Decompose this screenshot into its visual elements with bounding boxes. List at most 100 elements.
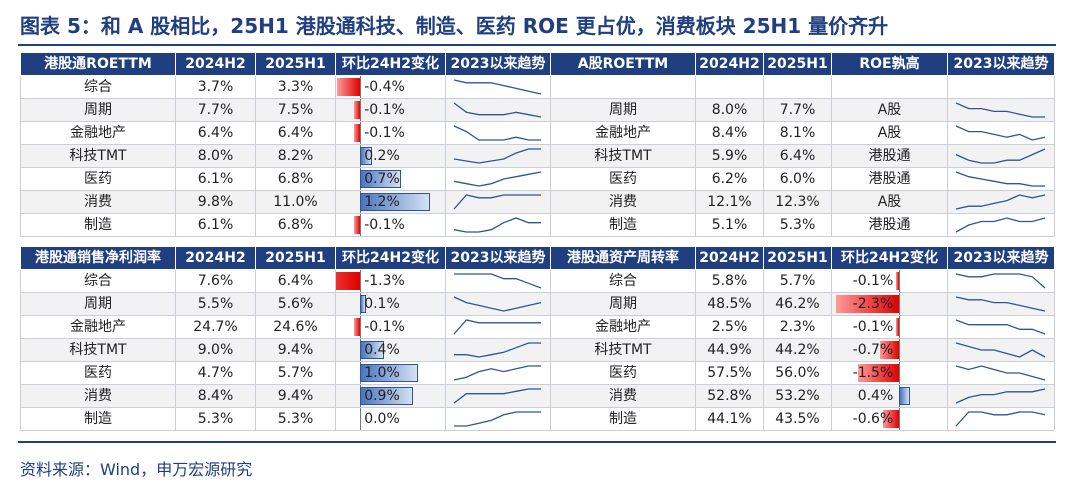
- value-2025h1: 5.7%: [763, 269, 832, 293]
- trend-cell: [947, 144, 1055, 168]
- positive-change-bar: [360, 170, 401, 188]
- zero-axis: [899, 362, 901, 384]
- change-value: -0.7%: [852, 342, 894, 358]
- column-header: 2025H1: [763, 52, 832, 76]
- table-row: 周期 7.7% 7.5% -0.1%: [20, 98, 551, 122]
- sector-name: 医药: [20, 167, 176, 191]
- trend-sparkline: [453, 148, 541, 164]
- trend-sparkline: [955, 319, 1046, 335]
- value-2025h1: 9.4%: [255, 384, 336, 408]
- table-row: 金融地产 8.4% 8.1% A股: [550, 121, 1055, 145]
- trend-line: [453, 365, 541, 381]
- column-header: 2023以来趋势: [947, 52, 1055, 76]
- column-header: 2024H2: [695, 246, 764, 270]
- value-2024h2: 9.8%: [175, 190, 256, 214]
- sector-name: 综合: [20, 269, 176, 293]
- value-2025h1: 7.7%: [763, 98, 832, 122]
- sector-name: 医药: [550, 167, 696, 191]
- trend-line: [955, 296, 1046, 312]
- change-cell: -0.1%: [831, 315, 948, 339]
- trend-sparkline: [955, 342, 1046, 358]
- trend-sparkline: [955, 171, 1045, 187]
- change-value: -0.4%: [364, 79, 405, 95]
- sector-name: 制造: [550, 407, 696, 431]
- trend-line: [453, 194, 541, 210]
- zero-axis: [360, 122, 362, 144]
- value-2024h2: 6.1%: [175, 167, 256, 191]
- trend-cell: [445, 292, 551, 316]
- table-row: 医药 6.1% 6.8% 0.7%: [20, 167, 551, 191]
- change-cell: -0.1%: [831, 269, 948, 293]
- change-value: -0.1%: [852, 273, 894, 289]
- hk-roe-table: 港股通ROETTM 2024H2 2025H1 环比24H2变化 2023以来趋势 综合 3…: [20, 52, 551, 237]
- change-value: 0.1%: [364, 296, 400, 312]
- trend-cell: [445, 190, 551, 214]
- value-2024h2: 6.4%: [175, 121, 256, 145]
- value-2024h2: 6.2%: [695, 167, 764, 191]
- value-2024h2: 24.7%: [175, 315, 256, 339]
- negative-change-bar: [858, 364, 900, 382]
- positive-change-bar: [360, 364, 419, 382]
- trend-sparkline: [453, 171, 542, 187]
- trend-sparkline: [955, 411, 1046, 427]
- value-2025h1: [763, 75, 832, 99]
- value-2024h2: 5.3%: [175, 407, 256, 431]
- source-note: 资料来源：Wind，申万宏源研究: [20, 460, 253, 479]
- sector-name: 金融地产: [550, 315, 696, 339]
- trend-sparkline: [453, 319, 541, 335]
- column-header: 2023以来趋势: [445, 52, 551, 76]
- value-2024h2: 8.4%: [175, 384, 256, 408]
- sector-name: 周期: [20, 292, 176, 316]
- trend-sparkline: [955, 148, 1046, 164]
- value-2025h1: 56.0%: [763, 361, 832, 385]
- change-cell: -0.6%: [831, 407, 948, 431]
- zero-axis: [899, 293, 901, 315]
- trend-cell: [947, 361, 1055, 385]
- trend-line: [955, 102, 1045, 118]
- trend-line: [454, 273, 542, 289]
- change-value: 0.7%: [364, 171, 400, 187]
- value-2024h2: 52.8%: [695, 384, 764, 408]
- table-row: [550, 75, 1055, 99]
- sector-name: 周期: [550, 292, 696, 316]
- column-header: 2023以来趋势: [445, 246, 551, 270]
- value-2025h1: 5.3%: [763, 213, 832, 237]
- column-header: 2025H1: [255, 246, 336, 270]
- column-header: 2024H2: [175, 246, 256, 270]
- trend-cell: [947, 315, 1055, 339]
- trend-cell: [947, 292, 1055, 316]
- sector-name: 制造: [20, 407, 176, 431]
- trend-cell: [445, 315, 551, 339]
- negative-change-bar: [896, 272, 900, 290]
- table-row: 医药 6.2% 6.0% 港股通: [550, 167, 1055, 191]
- value-2024h2: 3.7%: [175, 75, 256, 99]
- roe-higher-market: 港股通: [831, 213, 948, 237]
- table-row: 消费 12.1% 12.3% A股: [550, 190, 1055, 214]
- value-2025h1: 46.2%: [763, 292, 832, 316]
- table-row: 综合 5.8% 5.7% -0.1%: [550, 269, 1055, 293]
- zero-axis: [360, 316, 362, 338]
- table-row: 消费 9.8% 11.0% 1.2%: [20, 190, 551, 214]
- value-2024h2: 7.7%: [175, 98, 256, 122]
- table-row: 周期 5.5% 5.6% 0.1%: [20, 292, 551, 316]
- sector-name: 消费: [550, 384, 696, 408]
- table-row: 制造 5.3% 5.3% 0.0%: [20, 407, 551, 431]
- trend-cell: [947, 75, 1055, 99]
- zero-axis: [899, 408, 901, 430]
- sector-name: 综合: [550, 269, 696, 293]
- change-cell: 0.4%: [831, 384, 948, 408]
- zero-axis: [899, 270, 901, 292]
- trend-cell: [947, 269, 1055, 293]
- column-header: 2025H1: [255, 52, 336, 76]
- table-row: 制造 6.1% 6.8% -0.1%: [20, 213, 551, 237]
- bottom-rule: [18, 441, 1056, 443]
- table-row: 金融地产 6.4% 6.4% -0.1%: [20, 121, 551, 145]
- sector-name: 金融地产: [20, 315, 176, 339]
- positive-change-bar: [360, 341, 384, 359]
- negative-change-bar: [336, 272, 361, 290]
- sector-name: 金融地产: [20, 121, 176, 145]
- negative-change-bar: [896, 318, 900, 336]
- value-2025h1: 6.4%: [255, 269, 336, 293]
- trend-line: [955, 388, 1046, 404]
- value-2025h1: 2.3%: [763, 315, 832, 339]
